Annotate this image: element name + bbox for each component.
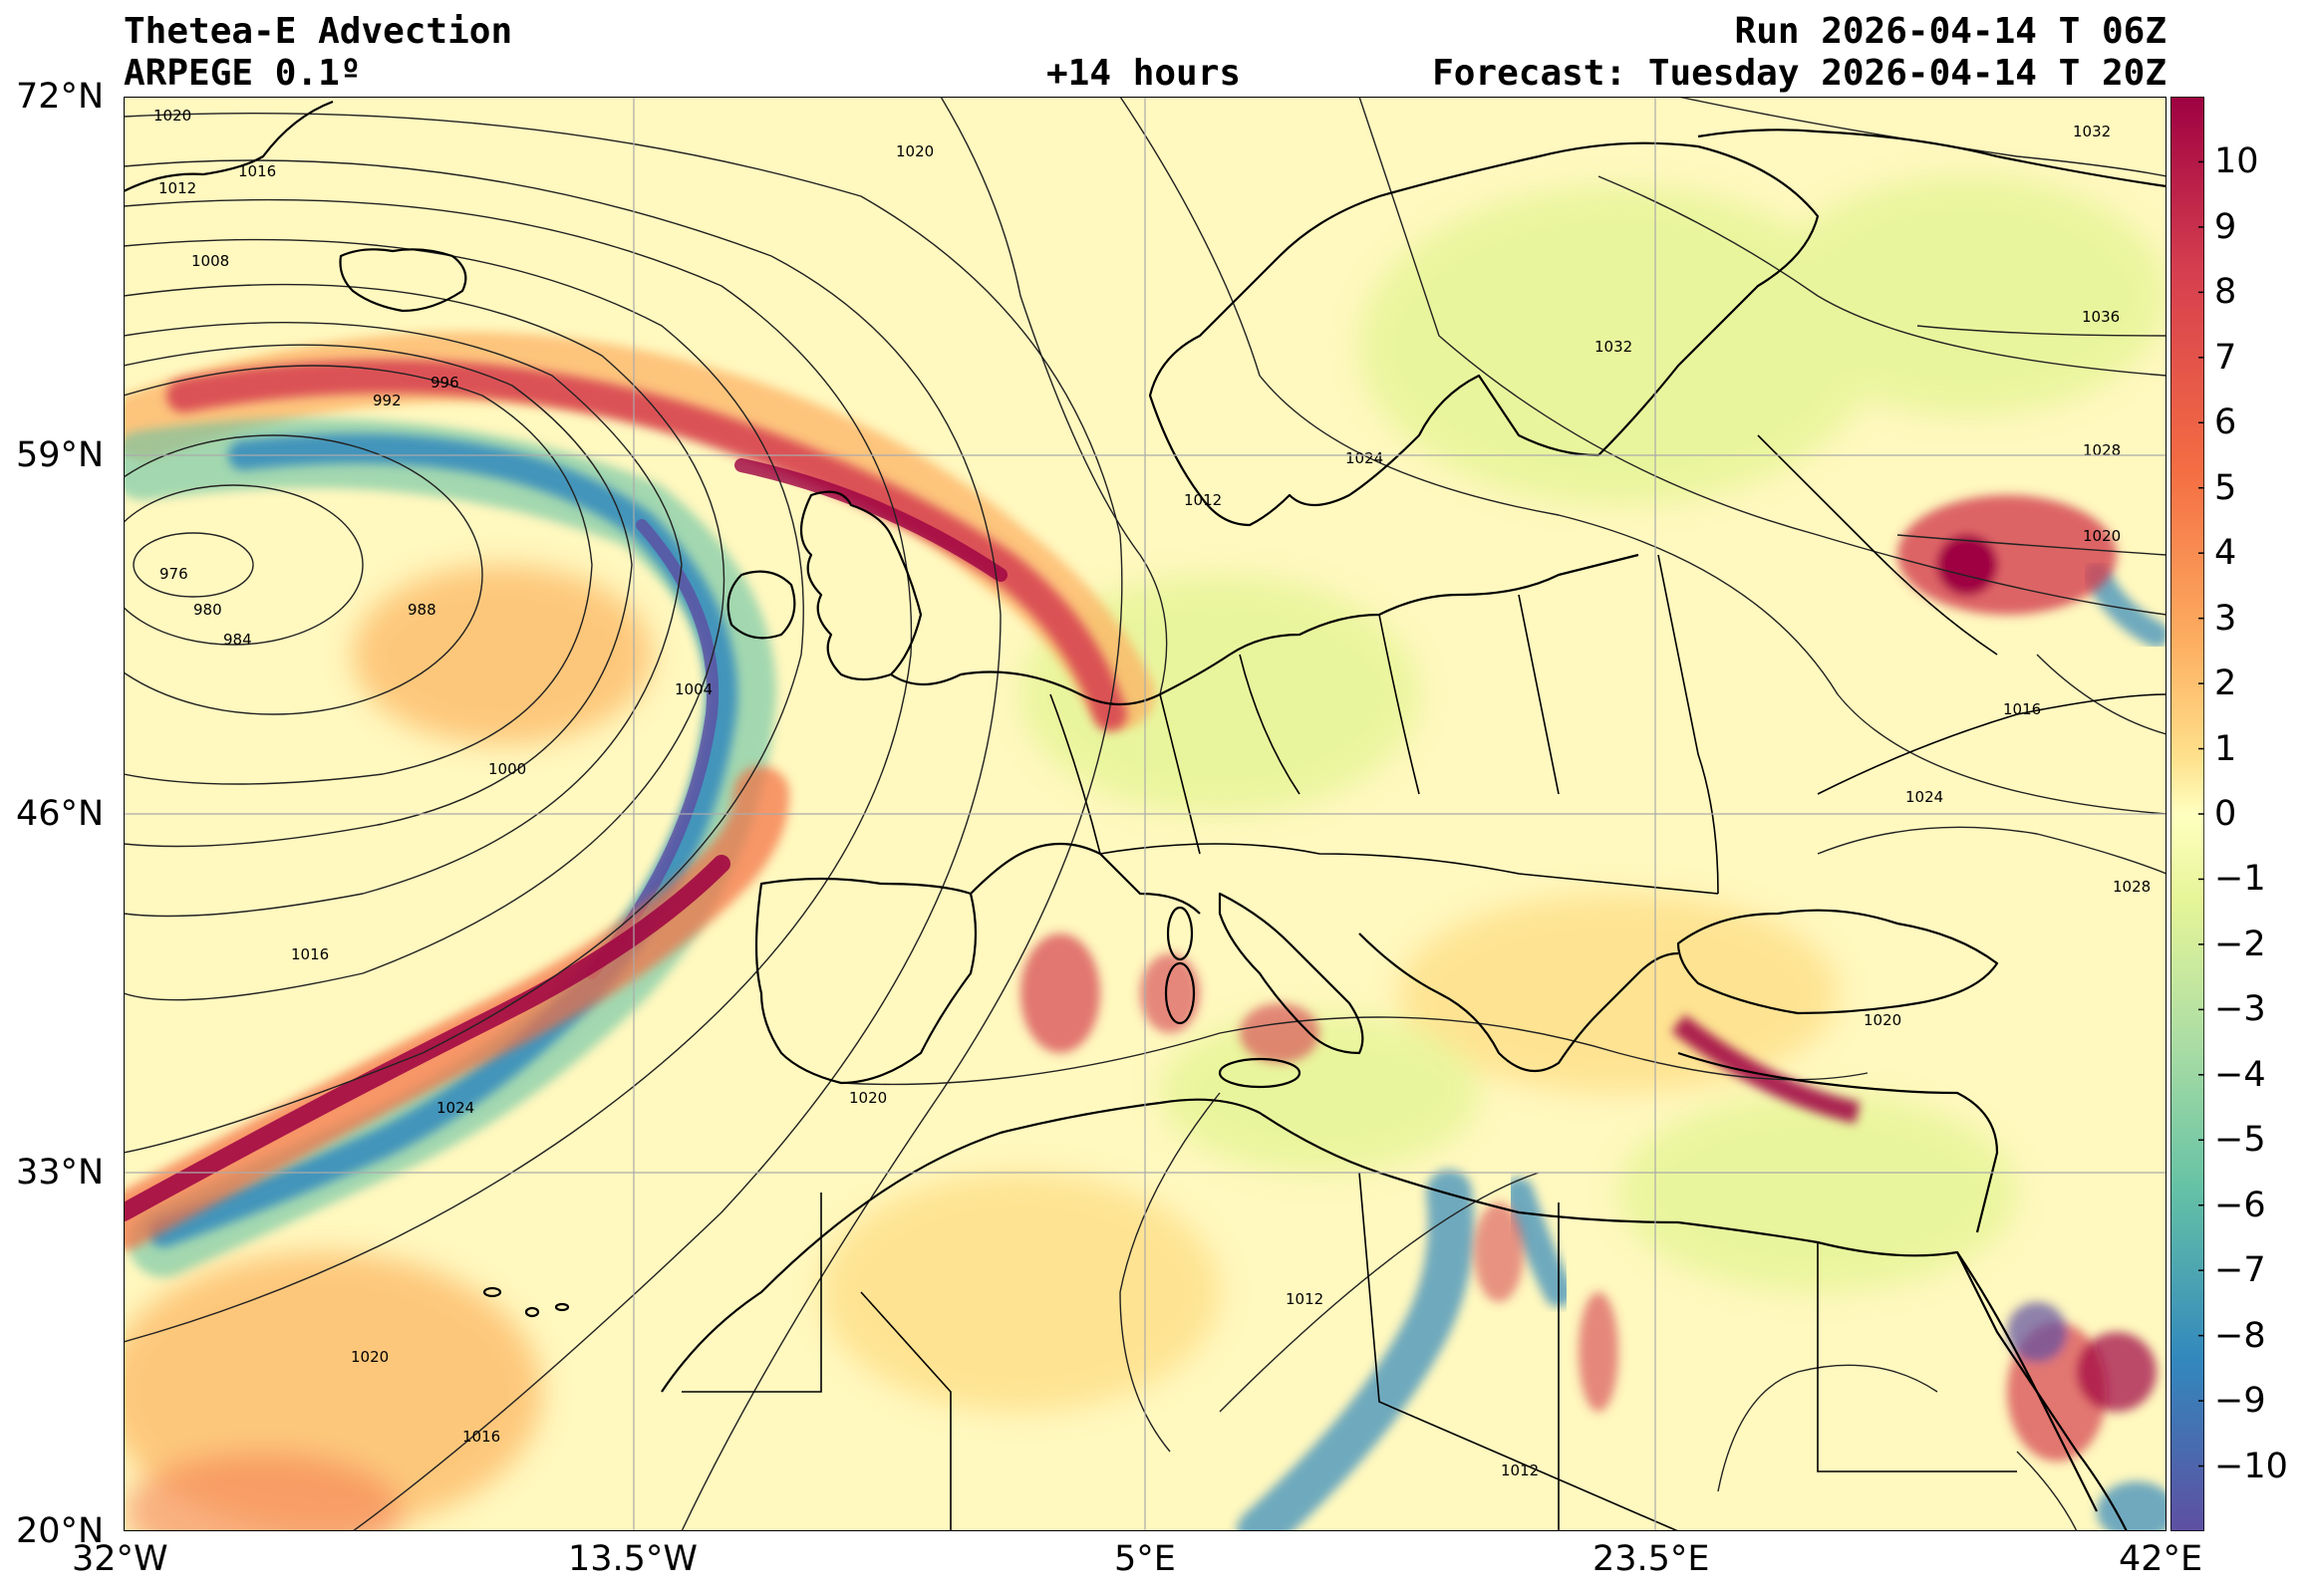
advection-field-patches: [124, 176, 2167, 1531]
lon-label-13-5w: 13.5°W: [568, 1539, 699, 1579]
isobar-label: 1008: [191, 252, 229, 270]
isobar-label: 1036: [2082, 308, 2120, 326]
colorbar-tick-label: −10: [2214, 1446, 2288, 1486]
isobar-label: 1004: [675, 680, 713, 698]
isobar-label: 1016: [291, 945, 329, 963]
scandinavia-coast: [1148, 141, 1820, 527]
isobar-label: 1016: [238, 162, 276, 180]
isobar-label: 988: [408, 601, 436, 619]
colorbar-tick-label: 7: [2214, 337, 2237, 378]
colorbar-tick-label: −2: [2214, 924, 2266, 964]
lon-label-5e: 5°E: [1114, 1539, 1176, 1579]
colorbar-tick-label: −1: [2214, 859, 2266, 900]
isobar-label: 984: [223, 631, 252, 649]
barents-coast: [1697, 129, 2167, 188]
lon-label-42e: 42°E: [2119, 1539, 2203, 1579]
isobar-label: 1012: [158, 179, 196, 197]
lat-label-59n: 59°N: [16, 435, 105, 475]
lon-label-23-5e: 23.5°E: [1592, 1539, 1710, 1579]
isobar-label: 1000: [488, 760, 526, 778]
sardinia-coast: [1164, 961, 1196, 1025]
isobar-label: 1020: [849, 1089, 887, 1107]
warm-advection-patches: [1020, 495, 2167, 1531]
iceland-coast: [339, 248, 467, 313]
colorbar-tick-label: −6: [2214, 1185, 2266, 1225]
isobar-label: 1024: [1905, 788, 1943, 806]
colorbar-tick-label: −8: [2214, 1315, 2266, 1356]
lat-label-46n: 46°N: [16, 794, 105, 834]
run-time-label: Run 2026-04-14 T 06Z: [1734, 11, 2167, 52]
colorbar-tick-label: 9: [2214, 206, 2237, 247]
isobar-label: 1032: [1594, 338, 1632, 356]
lon-label-32w: 32°W: [72, 1539, 168, 1579]
isobar-label: 1024: [436, 1099, 474, 1117]
model-label: ARPEGE 0.1º: [124, 53, 362, 94]
colorbar-tick-label: −7: [2214, 1250, 2266, 1291]
colorbar: [2170, 97, 2204, 1531]
colorbar-tick-label: 10: [2214, 141, 2259, 182]
isobar-label: 1020: [1864, 1011, 1901, 1029]
isobar-labels: 1020 1012 1016 1008 996 992 976 980 984 …: [153, 107, 2151, 1479]
isobar-label: 1012: [1501, 1462, 1539, 1479]
balkan-coast: [1358, 932, 1679, 1073]
isobar-label: 1016: [462, 1428, 500, 1446]
isobar-label: 980: [193, 601, 222, 619]
colorbar-tick-label: 4: [2214, 533, 2237, 574]
warm-advection-band-south: [124, 766, 789, 1250]
map-panel: 1020 1012 1016 1008 996 992 976 980 984 …: [124, 97, 2167, 1531]
greenland-coast: [124, 100, 334, 192]
lat-label-33n: 33°N: [16, 1153, 105, 1193]
isobar-label: 1020: [153, 107, 191, 125]
country-borders: [682, 434, 2167, 1531]
colorbar-tick-label: 1: [2214, 728, 2237, 769]
isobar-label: 1028: [2113, 878, 2151, 896]
isobar-label: 976: [159, 565, 188, 583]
isobar-label: 992: [373, 392, 402, 409]
isobar-label: 1020: [896, 142, 934, 160]
red-sea-coast: [1956, 1251, 2098, 1512]
colorbar-tick-label: 3: [2214, 598, 2237, 639]
iberia-coast: [754, 877, 978, 1085]
ireland-coast: [726, 570, 796, 640]
colorbar-tick-label: −5: [2214, 1120, 2266, 1161]
north-africa-coast: [661, 1098, 2128, 1531]
isobar-label: 1028: [2083, 441, 2121, 459]
north-sea-baltic-coast: [890, 553, 1639, 706]
colorbar-tick-label: 2: [2214, 664, 2237, 704]
isobars: [124, 97, 2167, 1531]
colorbar-tick-label: −9: [2214, 1381, 2266, 1422]
great-britain-coast: [800, 490, 923, 681]
isobar-label: 1016: [2003, 700, 2041, 718]
isobar-label: 1012: [1286, 1290, 1323, 1308]
cold-advection-band: [124, 417, 2167, 1531]
lat-label-20n: 20°N: [16, 1511, 105, 1551]
colorbar-tick-label: −3: [2214, 989, 2266, 1030]
colorbar-tick-label: 6: [2214, 402, 2237, 443]
black-sea-coast: [1676, 909, 1999, 1015]
isobar-label: 1024: [1345, 449, 1383, 467]
isobar-label: 1020: [351, 1348, 389, 1366]
weather-map: 1020 1012 1016 1008 996 992 976 980 984 …: [124, 97, 2167, 1531]
isobar-label: 1032: [2073, 123, 2111, 140]
colorbar-tick-label: 8: [2214, 272, 2237, 313]
isobar-label: 996: [431, 374, 459, 392]
colorbar-tick-label: 5: [2214, 467, 2237, 508]
colorbar-tick-marks: [2198, 160, 2204, 1467]
sicily-coast: [1218, 1057, 1301, 1089]
corsica-coast: [1166, 906, 1194, 961]
isobar-label: 1020: [2083, 527, 2121, 545]
graticule: [124, 97, 2167, 1531]
italy-coast: [1218, 892, 1364, 1055]
map-title: Thetea-E Advection: [124, 11, 513, 52]
lat-label-72n: 72°N: [16, 77, 105, 117]
lead-time-label: +14 hours: [1046, 53, 1242, 94]
colorbar-tick-label: −4: [2214, 1054, 2266, 1095]
forecast-time-label: Forecast: Tuesday 2026-04-14 T 20Z: [1432, 53, 2167, 94]
colorbar-tick-label: 0: [2214, 794, 2237, 834]
